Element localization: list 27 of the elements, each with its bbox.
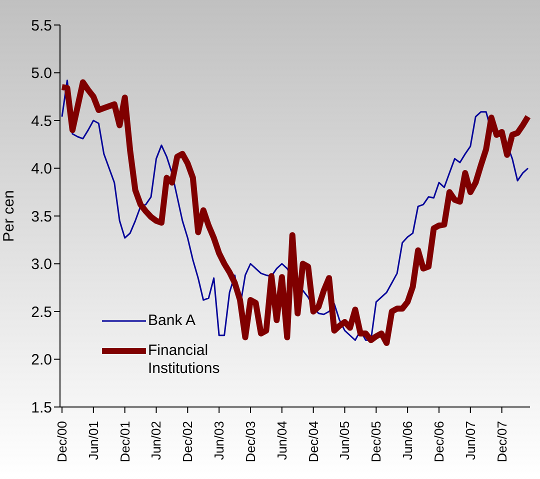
y-tick-label: 3.5 <box>31 208 52 226</box>
x-tick-label: Jun/06 <box>400 421 416 460</box>
x-tick-label: Dec/06 <box>431 421 446 462</box>
legend-label: Financial Institutions <box>148 342 221 378</box>
y-tick-label: 1.5 <box>31 399 52 416</box>
x-tick-label: Dec/04 <box>306 421 321 462</box>
x-tick-label: Jun/05 <box>337 421 352 460</box>
y-tick-label: 2.0 <box>31 352 52 369</box>
x-tick-label: Jun/02 <box>148 421 164 460</box>
x-tick-label: Jun/01 <box>86 421 101 460</box>
x-tick-label: Dec/00 <box>54 421 70 462</box>
y-tick-label: 4.0 <box>31 160 52 178</box>
y-tick-label: 2.5 <box>31 304 52 321</box>
x-tick-label: Dec/07 <box>494 421 510 462</box>
x-tick-label: Jun/07 <box>462 421 478 460</box>
x-tick-label: Dec/02 <box>180 421 196 462</box>
y-tick-label: 5.5 <box>31 17 52 34</box>
x-tick-label: Jun/03 <box>212 421 227 460</box>
y-axis-title: Per cen <box>0 190 18 242</box>
y-tick-label: 4.5 <box>31 112 52 130</box>
y-tick-label: 3.0 <box>31 256 52 274</box>
x-tick-label: Jun/04 <box>274 421 290 460</box>
x-tick-label: Dec/05 <box>368 421 384 462</box>
x-tick-label: Dec/03 <box>242 421 258 462</box>
x-tick-label: Dec/01 <box>117 421 132 462</box>
legend-label: Bank A <box>148 312 197 330</box>
y-tick-label: 5.0 <box>31 65 52 82</box>
